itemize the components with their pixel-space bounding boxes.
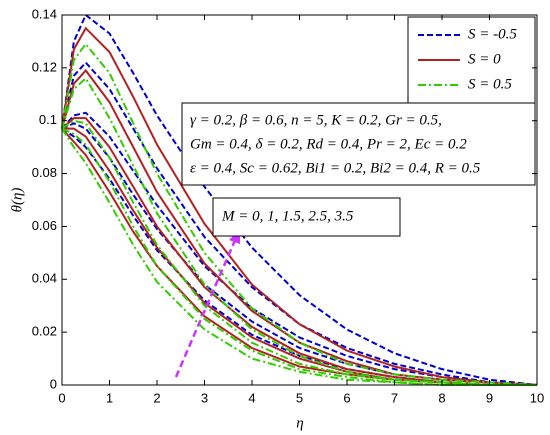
x-tick-label: 8 (438, 390, 445, 405)
line (61, 68, 538, 386)
y-tick-label: 0.08 (32, 165, 57, 180)
parameter-line: γ = 0.2, β = 0.6, n = 5, K = 0.2, Gr = 0… (190, 112, 442, 128)
x-tick-label: 1 (106, 390, 113, 405)
legend-label: S = 0 (468, 51, 501, 67)
parameter-line: Gm = 0.4, δ = 0.2, Rd = 0.4, Pr = 2, Ec … (190, 136, 467, 152)
x-tick-label: 0 (58, 390, 65, 405)
parameter-box (181, 102, 536, 186)
y-tick-label: 0.12 (32, 59, 57, 74)
y-tick-label: 0.04 (32, 271, 57, 286)
x-tick-label: 10 (530, 390, 544, 405)
line (61, 76, 537, 386)
legend-label: S = -0.5 (468, 26, 517, 42)
x-tick-label: 6 (343, 390, 350, 405)
x-tick-label: 9 (486, 390, 493, 405)
y-tick-label: 0.1 (39, 112, 57, 127)
line (61, 128, 537, 386)
x-tick-label: 5 (296, 390, 303, 405)
x-tick-label: 3 (201, 390, 208, 405)
y-tick-label: 0.02 (32, 324, 57, 339)
x-tick-label: 4 (248, 390, 255, 405)
x-tick-label: 7 (391, 390, 398, 405)
y-tick-label: 0 (50, 376, 57, 391)
line (61, 61, 538, 386)
line (61, 119, 537, 386)
x-axis-label: η (296, 415, 303, 431)
m-annotation: M = 0, 1, 1.5, 2.5, 3.5 (221, 208, 354, 224)
x-tick-label: 2 (153, 390, 160, 405)
plot-area (61, 13, 538, 386)
arrow (174, 237, 238, 378)
line (61, 122, 538, 386)
parameter-line: ε = 0.4, Sc = 0.62, Bi1 = 0.2, Bi2 = 0.4… (190, 160, 481, 176)
m-box (212, 197, 401, 237)
y-axis-label: θ(η) (9, 188, 25, 213)
legend-label: S = 0.5 (468, 76, 512, 92)
line (61, 13, 538, 386)
y-tick-label: 0.06 (32, 218, 57, 233)
y-tick-label: 0.14 (32, 6, 57, 21)
